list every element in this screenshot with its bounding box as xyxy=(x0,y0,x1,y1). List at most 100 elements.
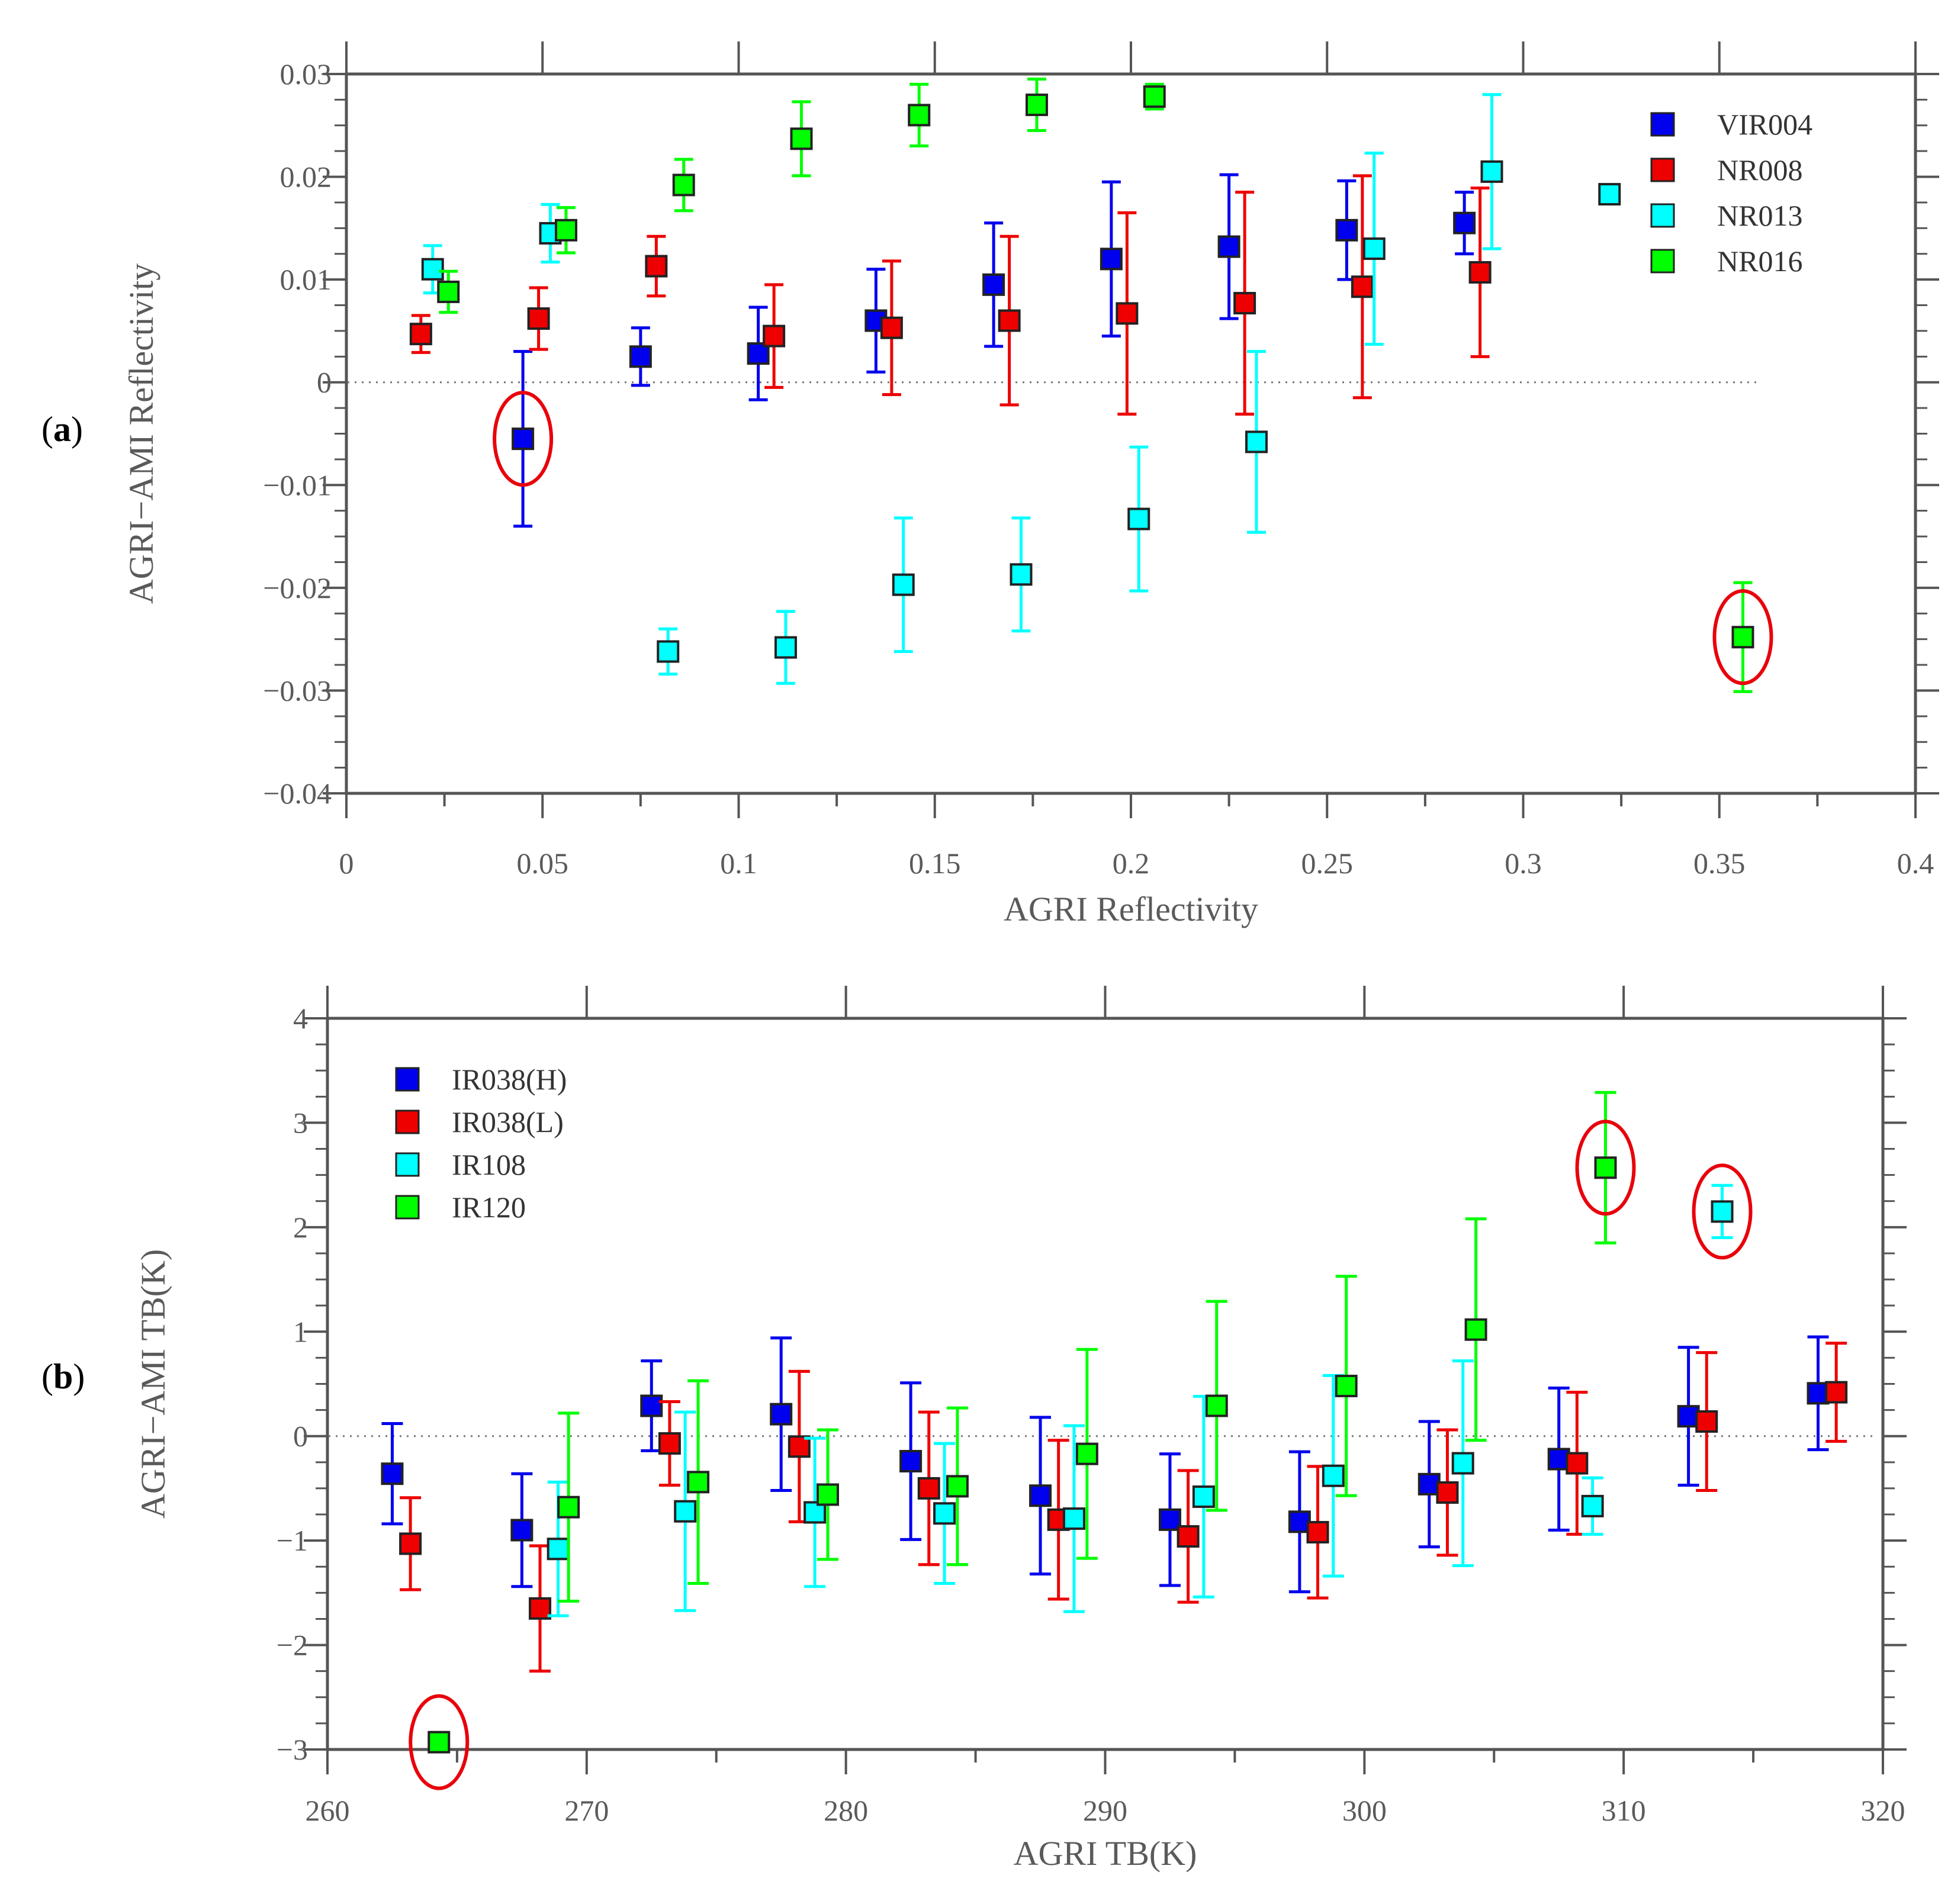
ir038-l-point xyxy=(788,1435,811,1458)
ir038-l-point xyxy=(1436,1481,1459,1504)
legend-label: IR120 xyxy=(452,1191,526,1224)
panel-a-y-tick-label: −0.04 xyxy=(263,777,332,810)
ir038-l-point xyxy=(1566,1452,1589,1475)
panel-b-x-tick-label: 260 xyxy=(306,1794,350,1827)
ir038-h-point xyxy=(640,1394,663,1417)
panel-b-x-tick-label: 290 xyxy=(1083,1794,1127,1827)
panel-a-x-tick-label: 0.2 xyxy=(1113,847,1150,880)
ir038-l-point xyxy=(1177,1525,1200,1548)
legend-label: NR008 xyxy=(1717,153,1802,186)
vir004-point xyxy=(982,273,1005,296)
nr013-point xyxy=(892,573,915,596)
nr013-point xyxy=(1598,183,1621,206)
nr008-point xyxy=(409,323,432,346)
panel-a-legend: VIR004 NR008 NR013 NR016 xyxy=(1650,108,1812,278)
panel-b-y-tick-label: 3 xyxy=(293,1106,308,1139)
panel-a-highlight-ellipse xyxy=(1712,589,1773,686)
ir038-l-point xyxy=(529,1597,552,1620)
vir004-point xyxy=(1217,235,1240,258)
ir038-h-point xyxy=(1807,1382,1830,1405)
ir038-h-point xyxy=(899,1450,923,1473)
panel-a-label: (a) xyxy=(41,410,83,449)
panel-a-y-tick-label: −0.02 xyxy=(263,571,332,604)
legend-swatch xyxy=(1650,249,1675,274)
legend-swatch xyxy=(395,1109,420,1134)
panel-a-x-tick-label: 0.25 xyxy=(1301,847,1354,880)
ir038-l-point xyxy=(1825,1381,1848,1404)
panel-a-x-tick-label: 0 xyxy=(339,847,354,880)
panel-a-y-tick-label: 0 xyxy=(317,366,332,399)
legend-swatch xyxy=(395,1195,420,1220)
panel-b-x-tick-label: 300 xyxy=(1342,1794,1387,1827)
ir038-h-point xyxy=(381,1462,404,1485)
ir120-point xyxy=(1464,1318,1487,1341)
legend-label: VIR004 xyxy=(1717,108,1812,141)
vir004-point xyxy=(1100,247,1123,271)
ir108-point xyxy=(1711,1200,1734,1223)
panel-a-y-axis-title: AGRI−AMI Reflectivity xyxy=(122,263,160,604)
ir120-point xyxy=(687,1471,710,1494)
ir038-h-point xyxy=(510,1519,533,1542)
ir038-h-point xyxy=(1158,1508,1181,1531)
panel-b-label: (b) xyxy=(41,1357,85,1396)
nr016-point xyxy=(908,104,931,127)
nr016-point xyxy=(790,127,813,150)
panel-a-y-tick-label: −0.03 xyxy=(263,674,332,707)
ir120-point xyxy=(1594,1156,1617,1179)
panel-b-x-tick-label: 270 xyxy=(564,1794,609,1827)
nr008-point xyxy=(527,307,550,330)
panel-a-x-axis-title: AGRI Reflectivity xyxy=(1004,890,1258,928)
legend-label: NR016 xyxy=(1717,245,1802,278)
panel-a-x-tick-label: 0.15 xyxy=(909,847,961,880)
ir038-l-point xyxy=(1306,1521,1329,1544)
ir120-point xyxy=(557,1495,580,1519)
legend-label: NR013 xyxy=(1717,199,1802,232)
panel-a-y-tick-label: 0.01 xyxy=(280,263,332,296)
ir120-point xyxy=(428,1731,451,1754)
legend-swatch xyxy=(1650,112,1675,137)
panel-a-plot-frame xyxy=(345,72,1917,795)
panel-b-y-axis-title: AGRI−AMI TB(K) xyxy=(134,1249,172,1519)
ir108-point xyxy=(1581,1494,1604,1517)
ir108-point xyxy=(1062,1507,1085,1530)
panel-b-y-tick-label: 1 xyxy=(293,1315,308,1348)
panel-a-highlight-ellipse xyxy=(493,391,554,487)
legend-swatch xyxy=(395,1067,420,1092)
panel-a-y-tick-label: −0.01 xyxy=(263,468,332,501)
ir038-l-point xyxy=(658,1432,681,1455)
panel-a: 0 0.05 0.1 0.15 0.2 0.25 0.3 0.35 0.4 −0.04 −0.03 −… xyxy=(41,41,1939,928)
panel-a-x-tick-label: 0.35 xyxy=(1693,847,1746,880)
nr008-point xyxy=(645,255,668,278)
ir108-point xyxy=(1451,1452,1474,1475)
legend-swatch xyxy=(395,1152,420,1177)
vir004-point xyxy=(1453,211,1476,234)
panel-b-y-tick-label: 0 xyxy=(293,1420,308,1453)
ir038-l-point xyxy=(399,1532,422,1555)
nr008-point xyxy=(1468,260,1492,284)
nr008-point xyxy=(1233,292,1256,315)
ir108-point xyxy=(1192,1485,1215,1509)
panel-b-y-tick-label: 4 xyxy=(293,1002,308,1035)
panel-b-x-tick-label: 320 xyxy=(1861,1794,1905,1827)
nr016-point xyxy=(1143,85,1166,108)
panel-b-y-tick-label: −3 xyxy=(277,1733,308,1766)
panel-a-x-tick-label: 0.4 xyxy=(1897,847,1934,880)
panel-a-x-tick-label: 0.1 xyxy=(720,847,757,880)
panel-a-x-tick-label: 0.05 xyxy=(517,847,569,880)
nr008-point xyxy=(1116,302,1139,325)
nr008-point xyxy=(998,309,1021,332)
panel-b-x-tick-label: 280 xyxy=(824,1794,868,1827)
vir004-point xyxy=(1335,218,1358,242)
panel-a-y-tick-label: 0.03 xyxy=(280,57,332,91)
panel-b-x-axis-title: AGRI TB(K) xyxy=(1014,1834,1197,1873)
nr013-point xyxy=(1010,563,1033,586)
ir108-point xyxy=(547,1538,570,1561)
ir108-point xyxy=(1322,1464,1345,1487)
panel-b-highlight-ellipse xyxy=(409,1694,470,1790)
panel-b-x-tick-label: 310 xyxy=(1602,1794,1646,1827)
panel-b-y-tick-label: 2 xyxy=(293,1211,308,1244)
ir120-point xyxy=(1075,1442,1098,1465)
ir038-h-point xyxy=(770,1403,793,1426)
nr008-point xyxy=(1351,275,1374,298)
